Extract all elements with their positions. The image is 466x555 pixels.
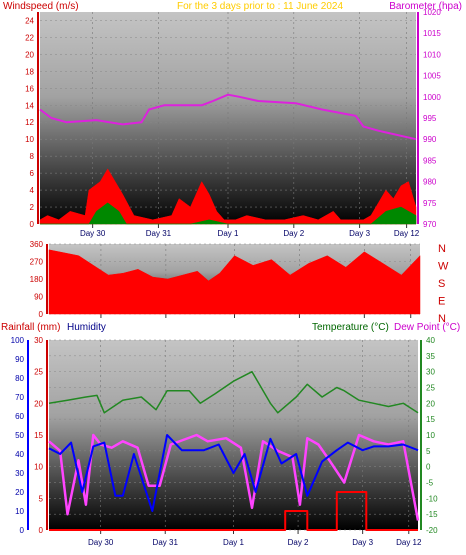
temperature-tick-label: 20 bbox=[426, 399, 435, 408]
barometer-tick-label: 1005 bbox=[423, 72, 441, 81]
windspeed-tick-label: 4 bbox=[30, 186, 35, 195]
x-tick-label: Day 1 bbox=[218, 229, 239, 238]
windspeed-tick-label: 16 bbox=[25, 84, 34, 93]
wind-average-area bbox=[40, 202, 417, 225]
windspeed-tick-label: 18 bbox=[25, 67, 34, 76]
windspeed-tick-label: 8 bbox=[30, 152, 35, 161]
humidity-line bbox=[48, 434, 419, 512]
windspeed-tick-label: 0 bbox=[30, 220, 35, 229]
rainfall-tick-label: 30 bbox=[34, 336, 43, 345]
x-tick-label: Day 3 bbox=[352, 538, 373, 547]
temperature-tick-label: -15 bbox=[426, 510, 438, 519]
humidity-tick-label: 90 bbox=[15, 355, 24, 364]
compass-label: N bbox=[438, 243, 446, 255]
temperature-tick-label: 15 bbox=[426, 415, 435, 424]
barometer-tick-label: 990 bbox=[423, 135, 437, 144]
rainfall-tick-label: 15 bbox=[34, 431, 43, 440]
barometer-tick-label: 1015 bbox=[423, 29, 441, 38]
windspeed-tick-label: 20 bbox=[25, 50, 34, 59]
barometer-tick-label: 975 bbox=[423, 199, 437, 208]
windspeed-tick-label: 6 bbox=[30, 169, 35, 178]
humidity-tick-label: 0 bbox=[20, 526, 25, 535]
compass-label: S bbox=[438, 278, 445, 290]
direction-tick-label: 0 bbox=[39, 310, 44, 319]
windspeed-tick-label: 12 bbox=[25, 118, 34, 127]
temperature-tick-label: 25 bbox=[426, 384, 435, 393]
wind-direction-area bbox=[48, 249, 421, 315]
x-tick-label: Day 30 bbox=[80, 229, 106, 238]
x-tick-label: Day 2 bbox=[283, 229, 304, 238]
rainfall-tick-label: 10 bbox=[34, 463, 43, 472]
x-tick-label: Day 2 bbox=[288, 538, 309, 547]
temperature-tick-label: -10 bbox=[426, 494, 438, 503]
barometer-tick-label: 980 bbox=[423, 178, 437, 187]
direction-tick-label: 90 bbox=[34, 293, 43, 302]
temperature-tick-label: 30 bbox=[426, 368, 435, 377]
humidity-tick-label: 70 bbox=[15, 393, 24, 402]
barometer-tick-label: 985 bbox=[423, 156, 437, 165]
barometer-tick-label: 1010 bbox=[423, 50, 441, 59]
x-tick-label: Day 1 bbox=[223, 538, 244, 547]
humidity-tick-label: 80 bbox=[15, 374, 24, 383]
windspeed-tick-label: 24 bbox=[25, 16, 34, 25]
rainfall-header: Rainfall (mm) bbox=[1, 322, 60, 333]
barometer-tick-label: 970 bbox=[423, 220, 437, 229]
temperature-tick-label: -20 bbox=[426, 526, 438, 535]
dewpoint-line bbox=[48, 433, 420, 521]
x-tick-label: Day 12 bbox=[396, 538, 422, 547]
barometer-header: Barometer (hpa) bbox=[389, 1, 462, 12]
barometer-tick-label: 995 bbox=[423, 114, 437, 123]
windspeed-tick-label: 2 bbox=[30, 203, 35, 212]
temperature-tick-label: 0 bbox=[426, 463, 431, 472]
compass-label: W bbox=[438, 261, 449, 273]
temperature-tick-label: 35 bbox=[426, 352, 435, 361]
temperature-header: Temperature (°C) bbox=[312, 322, 389, 333]
humidity-tick-label: 10 bbox=[15, 507, 24, 516]
rainfall-line bbox=[49, 491, 418, 531]
humidity-tick-label: 40 bbox=[15, 450, 24, 459]
temperature-tick-label: 5 bbox=[426, 447, 431, 456]
humidity-tick-label: 30 bbox=[15, 469, 24, 478]
windspeed-tick-label: 10 bbox=[25, 135, 34, 144]
compass-label: E bbox=[438, 296, 445, 308]
x-tick-label: Day 31 bbox=[153, 538, 179, 547]
windspeed-tick-label: 14 bbox=[25, 101, 34, 110]
temperature-tick-label: 40 bbox=[426, 336, 435, 345]
direction-tick-label: 180 bbox=[30, 275, 44, 284]
humidity-tick-label: 60 bbox=[15, 412, 24, 421]
x-tick-label: Day 3 bbox=[349, 229, 370, 238]
barometer-tick-label: 1000 bbox=[423, 93, 441, 102]
rainfall-tick-label: 20 bbox=[34, 399, 43, 408]
humidity-tick-label: 50 bbox=[15, 431, 24, 440]
rainfall-tick-label: 5 bbox=[39, 494, 44, 503]
temperature-tick-label: -5 bbox=[426, 479, 434, 488]
humidity-header: Humidity bbox=[67, 322, 106, 333]
rainfall-tick-label: 0 bbox=[39, 526, 44, 535]
humidity-tick-label: 20 bbox=[15, 488, 24, 497]
compass-label: N bbox=[438, 313, 446, 325]
humidity-tick-label: 100 bbox=[11, 336, 25, 345]
barometer-tick-label: 1020 bbox=[423, 8, 441, 17]
date-range-header: For the 3 days prior to : 11 June 2024 bbox=[177, 1, 343, 12]
direction-tick-label: 360 bbox=[30, 240, 44, 249]
x-tick-label: Day 30 bbox=[88, 538, 114, 547]
x-tick-label: Day 12 bbox=[394, 229, 420, 238]
temperature-tick-label: 10 bbox=[426, 431, 435, 440]
windspeed-header: Windspeed (m/s) bbox=[3, 1, 79, 12]
x-tick-label: Day 31 bbox=[146, 229, 172, 238]
windspeed-tick-label: 22 bbox=[25, 33, 34, 42]
temperature-line bbox=[48, 370, 419, 414]
barometer-line bbox=[39, 93, 417, 141]
direction-tick-label: 270 bbox=[30, 258, 44, 267]
rainfall-tick-label: 25 bbox=[34, 368, 43, 377]
dewpoint-header: Dew Point (°C) bbox=[394, 322, 460, 333]
